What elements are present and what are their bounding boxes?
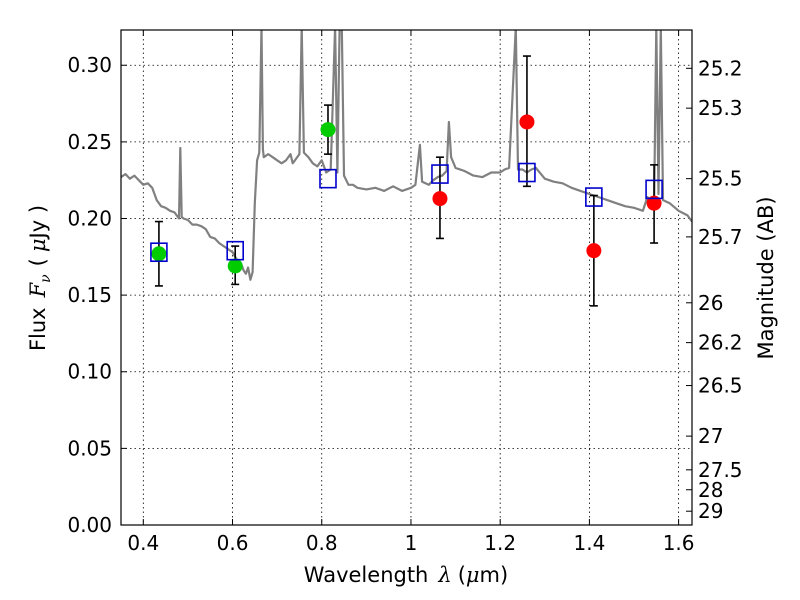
y2-tick-label: 25.5 <box>698 167 743 191</box>
model-photometry-layer <box>150 162 663 263</box>
y2-axis-label: Magnitude (AB) <box>754 196 778 359</box>
photometry-point <box>227 258 243 274</box>
x-tick-labels: 0.4 0.6 0.8 1 1.2 1.4 1.6 <box>127 531 694 555</box>
model-photometry-square <box>226 240 244 261</box>
photometry-point <box>519 114 535 130</box>
y-axis-label: FluxFν(μJy ) <box>26 205 54 351</box>
model-photometry-square <box>645 179 663 200</box>
x-tick-label: 0.8 <box>306 531 338 555</box>
x-axis-label: Wavelength λ (μm) <box>304 563 508 587</box>
x-tick-label: 1.4 <box>573 531 605 555</box>
photometry-point <box>151 246 167 262</box>
axis-ticks <box>121 30 692 526</box>
y-tick-label: 0.00 <box>67 513 112 537</box>
model-spectrum-layer <box>121 30 692 281</box>
x-tick-label: 0.4 <box>127 531 159 555</box>
y2-tick-label: 25.7 <box>698 225 743 249</box>
y-tick-label: 0.25 <box>67 130 112 154</box>
photometry-point-layer <box>151 114 662 274</box>
photometry-point <box>586 243 602 259</box>
photometry-point <box>320 122 336 138</box>
y-tick-label: 0.05 <box>67 436 112 460</box>
y-tick-label: 0.15 <box>67 283 112 307</box>
y2-tick-label: 26.2 <box>698 331 743 355</box>
model-photometry-square <box>585 187 603 207</box>
x-tick-label: 1 <box>405 531 418 555</box>
photometry-point <box>432 191 448 207</box>
y2-tick-label: 28 <box>698 478 723 502</box>
y2-tick-label: 26 <box>698 291 723 315</box>
y2-tick-label: 25.3 <box>698 96 743 120</box>
model-photometry-square <box>518 162 536 183</box>
y2-tick-label: 25.2 <box>698 56 743 80</box>
model-photometry-square <box>319 168 337 189</box>
model-photometry-square <box>431 164 449 184</box>
y-tick-label: 0.10 <box>67 360 112 384</box>
y2-tick-label: 27.5 <box>698 458 743 482</box>
model-photometry-square <box>150 242 168 263</box>
y2-tick-label: 26.5 <box>698 374 743 398</box>
y-tick-label: 0.20 <box>67 206 112 230</box>
y-tick-labels: 0.00 0.05 0.10 0.15 0.20 0.25 0.30 <box>67 53 112 537</box>
y2-tick-label: 27 <box>698 424 723 448</box>
y2-tick-label: 29 <box>698 499 723 523</box>
plot-frame <box>120 29 693 526</box>
photometry-point <box>646 195 662 211</box>
model-spectrum-line <box>121 30 692 281</box>
x-tick-label: 1.6 <box>663 531 695 555</box>
grid-lines <box>121 30 692 526</box>
x-tick-label: 1.2 <box>484 531 516 555</box>
x-tick-label: 0.6 <box>217 531 249 555</box>
y-tick-label: 0.30 <box>67 53 112 77</box>
